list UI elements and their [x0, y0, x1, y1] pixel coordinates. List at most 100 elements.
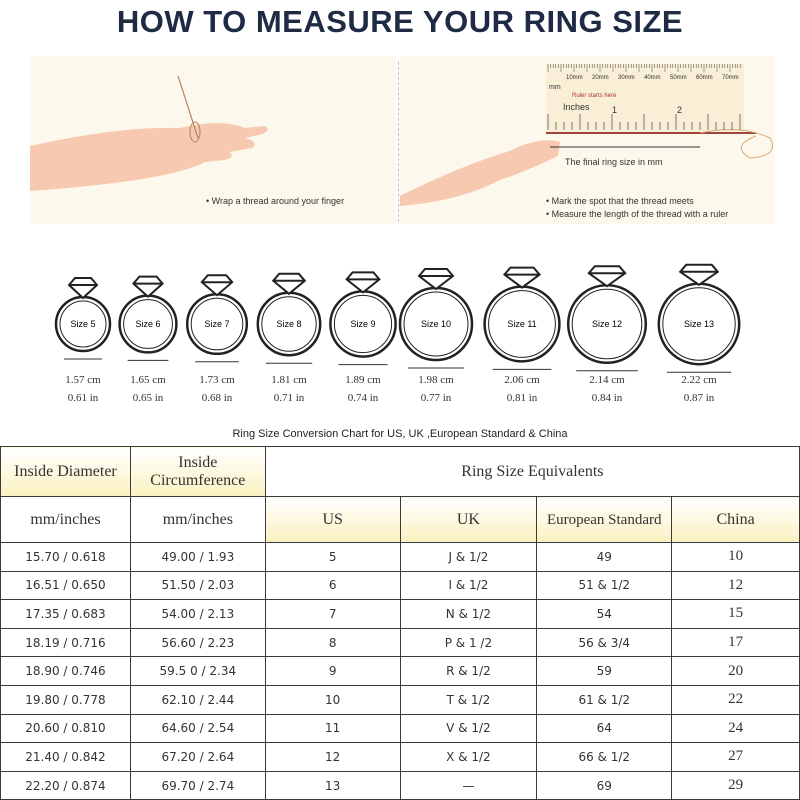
cell-diameter: 22.20 / 0.874: [0, 770, 131, 800]
diamond-icon: [67, 277, 99, 300]
ring-cm-label: 1.89 cm: [345, 374, 381, 386]
diamond-icon: [345, 271, 381, 294]
ring-size-table: Inside Diameter Inside Circumference Rin…: [0, 446, 800, 800]
cell-circumference: 69.70 / 2.74: [129, 770, 266, 800]
header-inside-diameter: Inside Diameter: [0, 446, 131, 497]
ring-size-11: Size 11 2.06 cm 0.81 in: [483, 266, 561, 404]
ring-in-label: 0.65 in: [133, 392, 164, 404]
ring-cm-label: 2.22 cm: [681, 374, 717, 386]
ruler-illustration: [400, 64, 773, 206]
table-row: 15.70 / 0.618 49.00 / 1.93 5 J & 1/2 49 10: [0, 542, 800, 572]
ring-size-label: Size 6: [135, 319, 160, 329]
header-us: US: [264, 496, 401, 543]
cell-china: 12: [671, 570, 800, 601]
cell-us: 5: [264, 542, 401, 572]
cell-uk: N & 1/2: [399, 599, 538, 629]
ring-size-label: Size 7: [204, 319, 229, 329]
table-row: 18.90 / 0.746 59.5 0 / 2.34 9 R & 1/2 59 20: [0, 656, 800, 686]
inch-tick-1: 1: [612, 105, 618, 115]
mm-tick-label: 40mm: [644, 75, 661, 81]
cell-china: 20: [671, 656, 800, 686]
table-row: 21.40 / 0.842 67.20 / 2.64 12 X & 1/2 66 & 1…: [0, 742, 800, 772]
ring-size-illustrations: Size 5 1.57 cm 0.61 in Size 6 1.65 cm 0.…: [54, 263, 741, 404]
cell-china: 22: [671, 684, 800, 715]
mm-tick-label: 20mm: [592, 75, 609, 81]
table-row: 17.35 / 0.683 54.00 / 2.13 7 N & 1/2 54 15: [0, 599, 800, 629]
ring-in-label: 0.87 in: [684, 392, 715, 404]
cell-uk: R & 1/2: [399, 656, 538, 686]
cell-us: 10: [264, 684, 401, 715]
table-row: 22.20 / 0.874 69.70 / 2.74 13—69 29: [0, 770, 800, 800]
cell-uk: J & 1/2: [399, 542, 538, 572]
header-european: European Standard: [536, 496, 673, 543]
ring-size-9: Size 9 1.89 cm 0.74 in: [329, 271, 397, 404]
cell-circumference: 59.5 0 / 2.34: [129, 656, 266, 686]
ring-size-12: Size 12 2.14 cm 0.84 in: [566, 265, 648, 404]
ruler-mm-label: mm: [549, 84, 561, 91]
cell-china: 24: [671, 713, 800, 744]
mm-tick-label: 10mm: [566, 75, 583, 81]
header-uk: UK: [399, 496, 538, 543]
hand-with-thread-illustration: [30, 75, 268, 191]
mm-tick-label: 70mm: [722, 75, 739, 81]
cell-european: 51 & 1/2: [536, 570, 673, 601]
diamond-icon: [200, 274, 234, 297]
cell-diameter: 16.51 / 0.650: [0, 570, 131, 601]
diamond-icon: [132, 275, 164, 298]
cell-diameter: 18.19 / 0.716: [0, 627, 131, 658]
ring-in-label: 0.84 in: [592, 392, 623, 404]
cell-china: 17: [671, 627, 800, 658]
cell-circumference: 51.50 / 2.03: [129, 570, 266, 601]
cell-uk: I & 1/2: [399, 570, 538, 601]
cell-european: 54: [536, 599, 673, 629]
cell-us: 6: [264, 570, 401, 601]
ring-size-label: Size 10: [421, 319, 451, 329]
cell-circumference: 56.60 / 2.23: [129, 627, 266, 658]
cell-european: 69: [536, 770, 673, 800]
cell-european: 64: [536, 713, 673, 744]
diamond-icon: [271, 272, 307, 296]
cell-circumference: 64.60 / 2.54: [129, 713, 266, 744]
cell-circumference: 67.20 / 2.64: [129, 742, 266, 772]
cell-circumference: 49.00 / 1.93: [129, 542, 266, 572]
table-row: 20.60 / 0.810 64.60 / 2.54 11 V & 1/2 64 24: [0, 713, 800, 744]
cell-diameter: 17.35 / 0.683: [0, 599, 131, 629]
cell-european: 49: [536, 542, 673, 572]
cell-diameter: 21.40 / 0.842: [0, 742, 131, 772]
table-caption: Ring Size Conversion Chart for US, UK ,E…: [232, 428, 568, 440]
cell-china: 27: [671, 742, 800, 772]
cell-european: 56 & 3/4: [536, 627, 673, 658]
ring-cm-label: 1.57 cm: [65, 374, 101, 386]
ring-size-8: Size 8 1.81 cm 0.71 in: [256, 272, 322, 404]
cell-uk: —: [399, 770, 538, 800]
diamond-icon: [502, 266, 542, 289]
ring-size-label: Size 9: [350, 319, 375, 329]
ring-size-10: Size 10 1.98 cm 0.77 in: [398, 268, 474, 404]
ring-size-7: Size 7 1.73 cm 0.68 in: [185, 274, 249, 404]
cell-european: 66 & 1/2: [536, 742, 673, 772]
cell-diameter: 19.80 / 0.778: [0, 684, 131, 715]
diamond-icon: [417, 268, 455, 291]
ring-size-label: Size 11: [507, 319, 536, 329]
cell-china: 29: [671, 770, 800, 800]
ring-cm-label: 1.81 cm: [271, 374, 307, 386]
table-row: 19.80 / 0.778 62.10 / 2.44 10 T & 1/2 61 & 1…: [0, 684, 800, 715]
mm-tick-label: 30mm: [618, 75, 635, 81]
page-title: HOW TO MEASURE YOUR RING SIZE: [116, 4, 684, 39]
ring-cm-label: 2.06 cm: [504, 374, 540, 386]
cell-diameter: 15.70 / 0.618: [0, 542, 131, 572]
ring-size-label: Size 5: [70, 319, 95, 329]
cell-european: 59: [536, 656, 673, 686]
cell-european: 61 & 1/2: [536, 684, 673, 715]
table-row: 16.51 / 0.650 51.50 / 2.03 6 I & 1/2 51 & 1/…: [0, 570, 800, 601]
ring-cm-label: 1.98 cm: [418, 374, 454, 386]
header-inside-circumference: Inside Circumference: [129, 446, 266, 497]
ruler-start-label: Ruler starts here: [572, 93, 617, 99]
cell-us: 9: [264, 656, 401, 686]
ring-size-label: Size 8: [276, 319, 301, 329]
ring-cm-label: 1.73 cm: [199, 374, 235, 386]
mm-tick-label: 60mm: [696, 75, 713, 81]
panel-divider: [398, 62, 399, 222]
cell-circumference: 62.10 / 2.44: [129, 684, 266, 715]
cell-diameter: 20.60 / 0.810: [0, 713, 131, 744]
